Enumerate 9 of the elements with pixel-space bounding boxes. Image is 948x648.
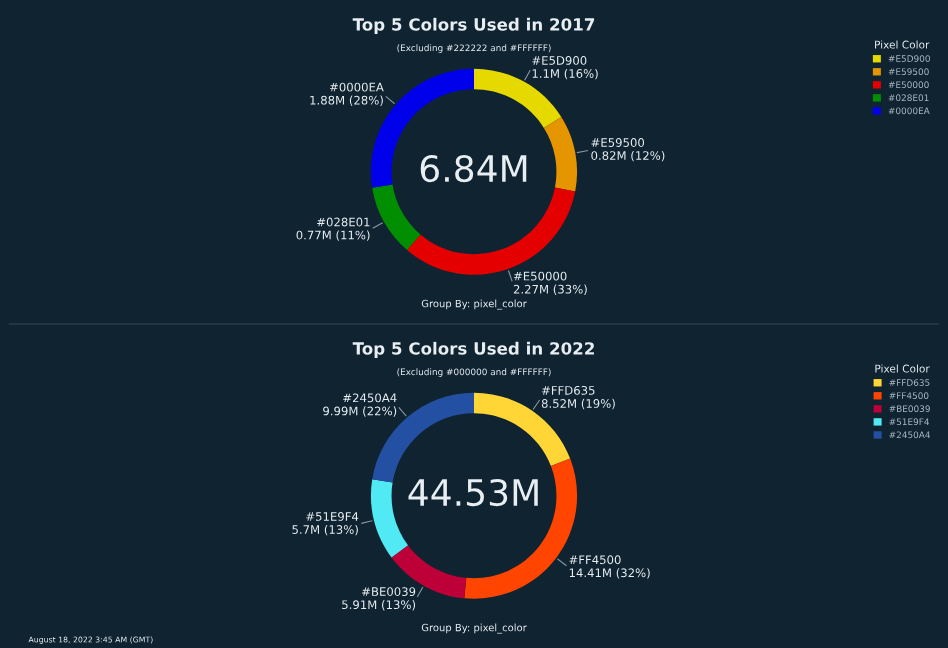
chart-title: Top 5 Colors Used in 2017 — [352, 17, 595, 34]
chart-title: Top 5 Colors Used in 2022 — [352, 341, 594, 358]
donut-slice — [407, 187, 576, 275]
text: 44.53M — [408, 478, 538, 507]
donut-slice — [474, 68, 562, 128]
text: 6.84M — [420, 154, 527, 183]
donut-slice — [543, 116, 578, 192]
donut-slice — [370, 479, 408, 558]
donut-slice — [372, 184, 421, 251]
